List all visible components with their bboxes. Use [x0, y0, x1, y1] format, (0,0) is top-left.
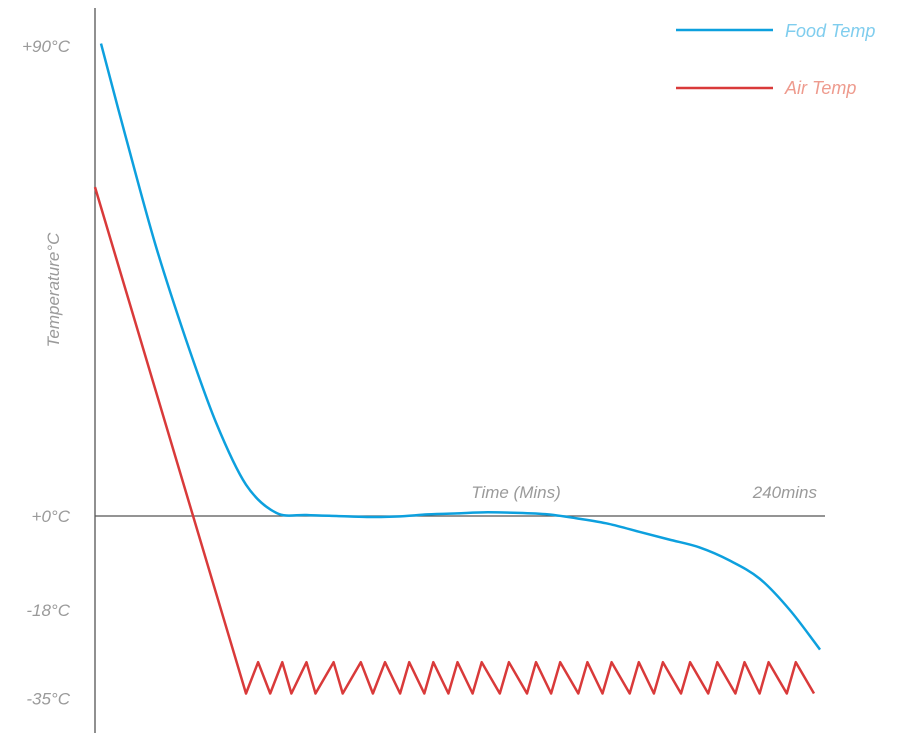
series-line-air-temp: [93, 186, 816, 695]
x-axis-end-label: 240mins: [752, 483, 818, 502]
y-tick-label: -35°C: [26, 690, 70, 709]
y-tick-labels: +90°C +0°C -18°C -35°C: [22, 37, 71, 709]
y-tick-label: -18°C: [26, 601, 70, 620]
y-axis-title: Temperature°C: [44, 232, 63, 348]
y-tick-label: +90°C: [22, 37, 71, 56]
legend: Food Temp Air Temp: [676, 21, 875, 98]
legend-label-food-temp: Food Temp: [785, 21, 875, 41]
y-tick-label: +0°C: [32, 507, 71, 526]
legend-label-air-temp: Air Temp: [784, 78, 856, 98]
series-lines: [93, 43, 821, 695]
series-line-food-temp: [99, 43, 821, 651]
x-axis-title: Time (Mins): [471, 483, 561, 502]
